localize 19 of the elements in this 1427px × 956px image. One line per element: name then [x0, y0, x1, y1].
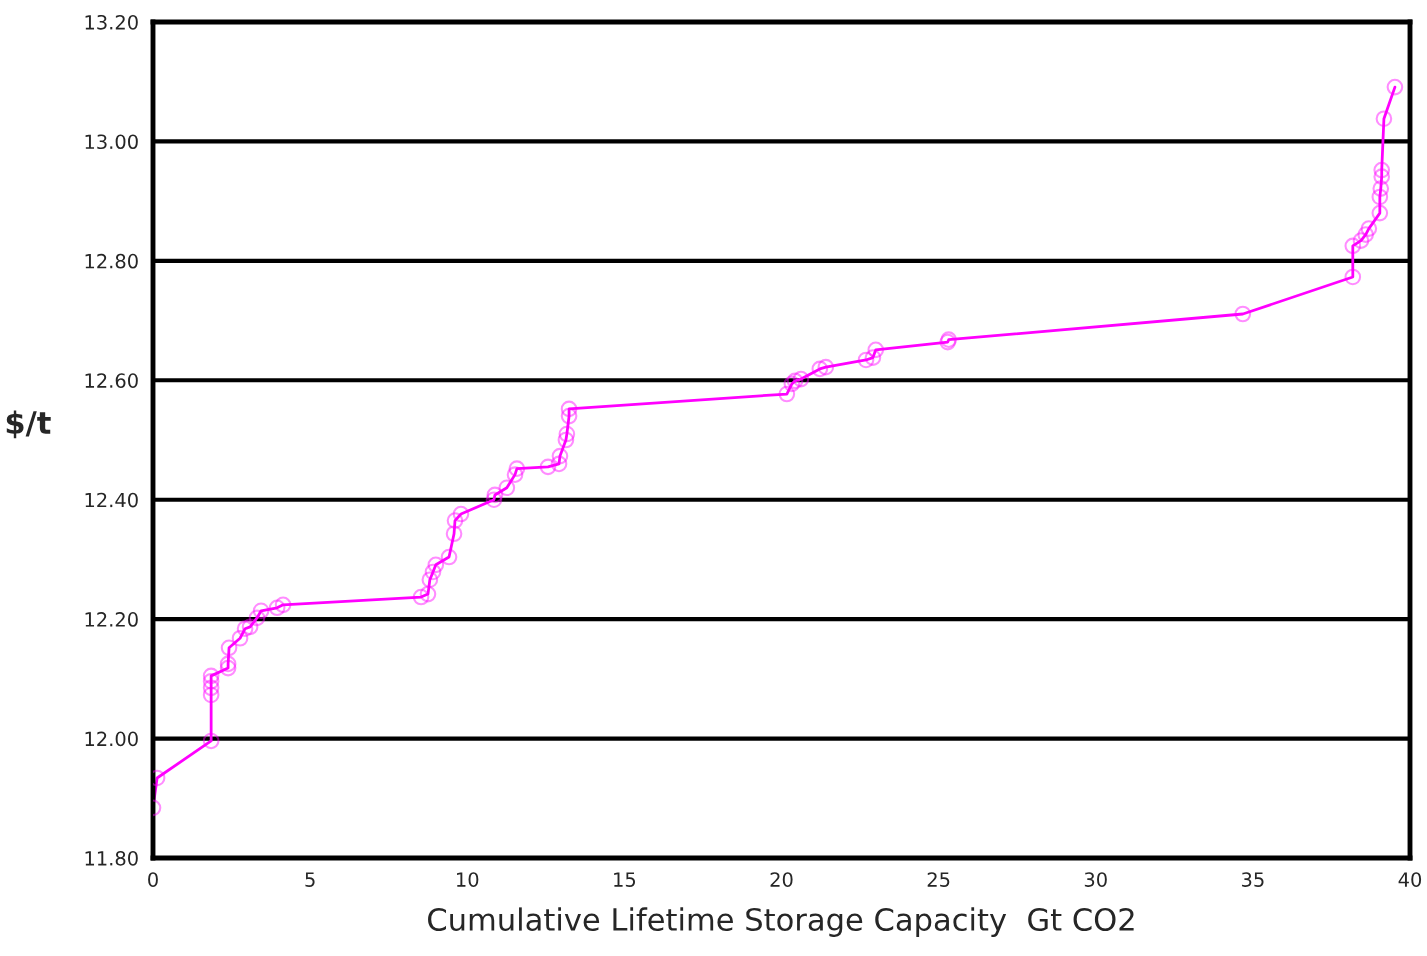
y-tick-label: 13.00 — [85, 134, 138, 150]
y-tick-label: 12.40 — [85, 492, 138, 508]
x-tick-label: 5 — [305, 872, 315, 887]
x-tick-label: 20 — [770, 872, 793, 887]
x-tick-label: 0 — [148, 872, 158, 887]
y-tick-label: 12.00 — [85, 731, 138, 747]
y-tick-label: 12.20 — [85, 612, 138, 627]
x-tick-label: 25 — [927, 872, 950, 887]
y-tick-label: 12.60 — [85, 373, 138, 388]
x-tick-label: 40 — [1398, 872, 1422, 887]
x-tick-label: 30 — [1084, 872, 1107, 887]
y-tick-label: 13.20 — [85, 14, 138, 30]
x-axis-title: Cumulative Lifetime Storage Capacity Gt CO2 — [428, 907, 1134, 937]
x-tick-label: 15 — [614, 872, 636, 887]
y-tick-label: 12.80 — [85, 253, 138, 269]
x-tick-label: 35 — [1241, 872, 1264, 887]
y-tick-label: 11.80 — [85, 850, 138, 866]
y-axis-title: $/t — [6, 410, 51, 439]
x-tick-label: 10 — [457, 872, 479, 887]
